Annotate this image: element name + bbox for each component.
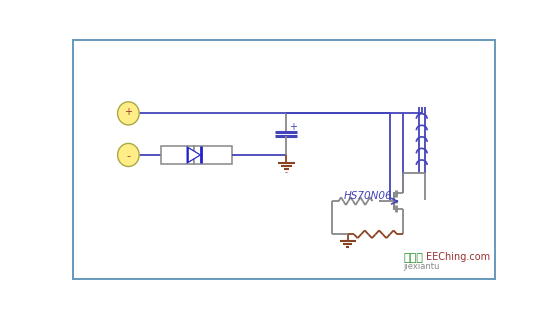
Polygon shape [187, 147, 201, 163]
Ellipse shape [117, 143, 139, 167]
Bar [162, 146, 194, 164]
Polygon shape [188, 148, 200, 162]
Text: EEChing.com: EEChing.com [427, 252, 490, 262]
Ellipse shape [117, 102, 139, 125]
Text: 接线图: 接线图 [403, 253, 423, 263]
Text: HS70N06: HS70N06 [344, 191, 393, 201]
Text: +: + [289, 122, 296, 132]
Text: +: + [125, 107, 132, 117]
Bar [194, 146, 232, 164]
Text: -: - [285, 168, 288, 177]
Text: jiexiantu: jiexiantu [403, 262, 440, 271]
Text: -: - [126, 151, 130, 161]
